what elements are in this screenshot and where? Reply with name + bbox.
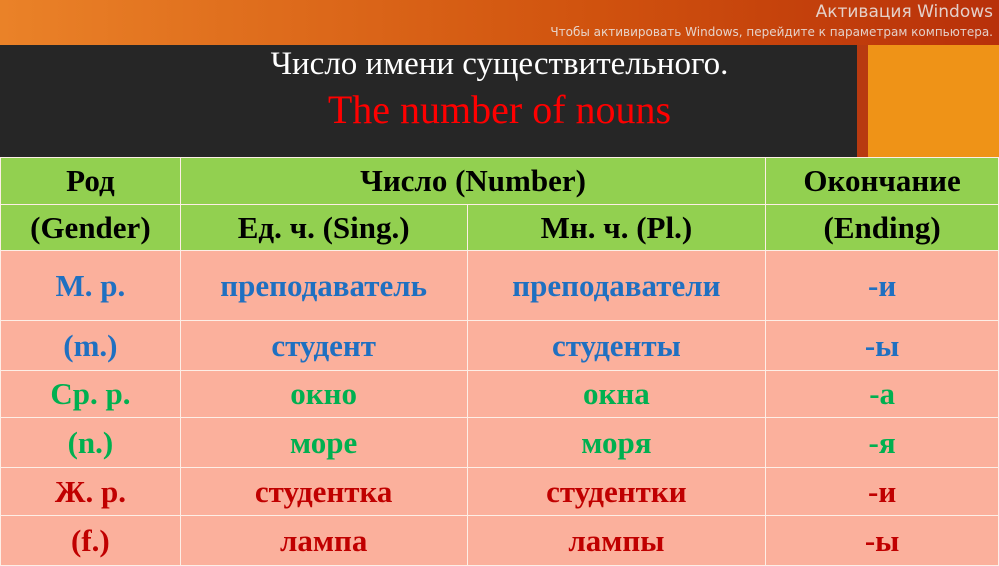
cell-ending: -ы <box>765 320 999 371</box>
table-row: (m.) студент студенты -ы <box>0 320 999 371</box>
cell-gender: М. р. <box>0 250 181 321</box>
header-ending-en: (Ending) <box>765 204 999 251</box>
cell-pl: моря <box>466 417 767 468</box>
table-row: Ср. р. окно окна -а <box>0 370 999 418</box>
table-row: М. р. преподаватель преподаватели -и <box>0 250 999 321</box>
cell-sing: студент <box>179 320 468 371</box>
cell-gender: Ср. р. <box>0 370 181 418</box>
windows-activation-watermark: Активация Windows Чтобы активировать Win… <box>550 2 993 40</box>
cell-ending: -я <box>765 417 999 468</box>
cell-gender: (m.) <box>0 320 181 371</box>
title-panel <box>0 45 857 158</box>
table-row: (f.) лампа лампы -ы <box>0 515 999 566</box>
header-gender-en: (Gender) <box>0 204 181 251</box>
cell-ending: -и <box>765 467 999 516</box>
header-gender: Род <box>0 157 181 205</box>
cell-sing: преподаватель <box>179 250 468 321</box>
cell-ending: -и <box>765 250 999 321</box>
watermark-text: Чтобы активировать Windows, перейдите к … <box>550 25 993 39</box>
title-ru: Число имени существительного. <box>270 46 729 82</box>
cell-gender: (f.) <box>0 515 181 566</box>
cell-ending: -а <box>765 370 999 418</box>
title-en: The number of nouns <box>327 87 672 132</box>
cell-gender: Ж. р. <box>0 467 181 516</box>
header-ending: Окончание <box>765 157 999 205</box>
header-number: Число (Number) <box>179 157 767 205</box>
header-pl: Мн. ч. (Pl.) <box>466 204 767 251</box>
table-row: Ж. р. студентка студентки -и <box>0 467 999 516</box>
noun-number-table: Род Число (Number) Окончание (Gender) Ед. ч… <box>0 157 999 566</box>
decorative-block <box>868 45 999 158</box>
decorative-band <box>0 0 999 45</box>
cell-sing: море <box>179 417 468 468</box>
decorative-strip <box>857 45 868 158</box>
cell-pl: преподаватели <box>466 250 767 321</box>
table-row: (n.) море моря -я <box>0 417 999 468</box>
cell-gender: (n.) <box>0 417 181 468</box>
cell-sing: студентка <box>179 467 468 516</box>
watermark-title: Активация Windows <box>815 2 993 22</box>
cell-sing: лампа <box>179 515 468 566</box>
header-sing: Ед. ч. (Sing.) <box>179 204 468 251</box>
cell-pl: студенты <box>466 320 767 371</box>
cell-pl: студентки <box>466 467 767 516</box>
cell-ending: -ы <box>765 515 999 566</box>
cell-pl: окна <box>466 370 767 418</box>
cell-sing: окно <box>179 370 468 418</box>
cell-pl: лампы <box>466 515 767 566</box>
